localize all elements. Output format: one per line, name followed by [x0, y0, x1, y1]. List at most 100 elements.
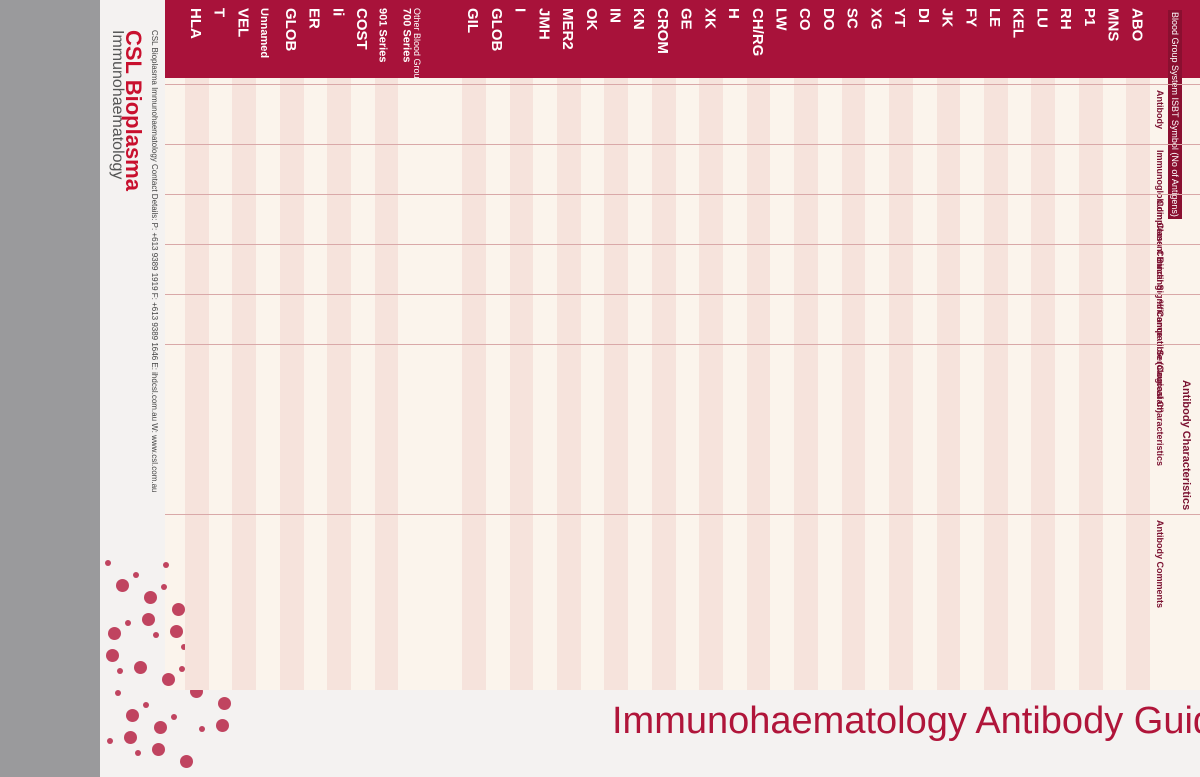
system-column: [865, 78, 890, 690]
system-name: IN: [606, 8, 624, 23]
system-name: T: [210, 8, 228, 18]
system-column: [889, 78, 913, 690]
system-column: [374, 78, 399, 690]
blood-cell: [143, 702, 149, 708]
system-name: CO: [796, 8, 814, 31]
blood-cell: [108, 627, 121, 640]
blood-cell: [171, 714, 177, 720]
system-column: [1055, 78, 1079, 690]
system-column: [699, 78, 724, 690]
system-column: [279, 78, 304, 690]
system-name: YT: [891, 8, 909, 28]
system-name: JMH: [535, 8, 553, 40]
column-header: Serological Characteristics: [1155, 350, 1165, 467]
blood-cell: [172, 603, 185, 616]
system-column: [533, 78, 558, 690]
system-name: LE: [985, 8, 1003, 28]
system-column: [794, 78, 818, 690]
system-column: [651, 78, 676, 690]
blood-cell: [142, 613, 155, 626]
blood-cell: [154, 721, 167, 734]
blood-cell: [116, 579, 129, 592]
system-column: [232, 78, 257, 690]
blood-cell: [218, 697, 231, 710]
system-name: I: [511, 8, 529, 13]
system-name: MER2: [559, 8, 577, 50]
system-column: [841, 78, 866, 690]
system-name: 901 Series: [376, 8, 389, 63]
system-name: XG: [867, 8, 885, 30]
blood-cell: [124, 731, 137, 744]
column-divider: [165, 294, 1200, 295]
system-column: [912, 78, 937, 690]
column-divider: [165, 344, 1200, 345]
blood-cell: [161, 584, 167, 590]
system-name: LU: [1033, 8, 1051, 28]
system-column: [746, 78, 771, 690]
system-column: [628, 78, 652, 690]
system-name: OK: [582, 8, 600, 31]
blood-cell: [107, 738, 113, 744]
system-name: Ii: [329, 8, 347, 17]
blood-cell: [163, 562, 169, 568]
column-header: Antibody Comments: [1155, 520, 1165, 609]
system-column: [303, 78, 328, 690]
blood-cell: [162, 673, 175, 686]
system-column: [1031, 78, 1056, 690]
system-name: 700 Series: [400, 8, 413, 63]
system-column: [580, 78, 605, 690]
system-column: [1126, 78, 1150, 690]
system-column: [960, 78, 984, 690]
system-column: [817, 78, 842, 690]
blood-cell: [117, 668, 123, 674]
blood-cell: [105, 560, 111, 566]
brand: CSL Bioplasma: [121, 30, 146, 191]
system-name: VEL: [234, 8, 252, 38]
system-name: LW: [772, 8, 790, 31]
system-name: KEL: [1009, 8, 1027, 38]
system-name: DO: [819, 8, 837, 31]
blood-cell: [106, 649, 119, 662]
system-column: [675, 78, 700, 690]
system-column: [509, 78, 534, 690]
system-band: [165, 0, 1200, 78]
system-column: [936, 78, 961, 690]
system-column: [723, 78, 747, 690]
system-column: [1007, 78, 1032, 690]
system-column: [770, 78, 795, 690]
system-column: [398, 78, 423, 690]
column-divider: [165, 144, 1200, 145]
system-name: RH: [1057, 8, 1075, 30]
column-header: % Compatible (Caucasian): [1155, 300, 1165, 414]
column-header: Antibody: [1155, 90, 1165, 129]
system-column: [1078, 78, 1103, 690]
blood-cell: [135, 750, 141, 756]
blood-cell: [170, 625, 183, 638]
column-divider: [165, 514, 1200, 515]
blood-cell: [115, 690, 121, 696]
system-name: ER: [305, 8, 323, 29]
system-column: [327, 78, 351, 690]
section-header: Antibody Characteristics: [1180, 380, 1192, 511]
system-name: H: [725, 8, 743, 19]
system-column: [462, 78, 486, 690]
system-column: [983, 78, 1008, 690]
system-name: P1: [1080, 8, 1098, 27]
blood-cell: [125, 620, 131, 626]
blood-cell: [144, 591, 157, 604]
blood-cell: [181, 644, 187, 650]
system-name: KN: [630, 8, 648, 30]
system-header: Blood Group System ISBT Symbol (No of An…: [1168, 10, 1182, 219]
system-column: [557, 78, 581, 690]
system-name: JK: [938, 8, 956, 28]
system-name: Unnamed: [258, 8, 271, 59]
system-column: [256, 78, 280, 690]
system-name: XK: [701, 8, 719, 29]
system-name: CROM: [653, 8, 671, 54]
system-column: [185, 78, 209, 690]
system-name: COST: [353, 8, 371, 50]
system-column: [1102, 78, 1127, 690]
column-divider: [165, 84, 1200, 85]
system-name: FY: [962, 8, 980, 28]
